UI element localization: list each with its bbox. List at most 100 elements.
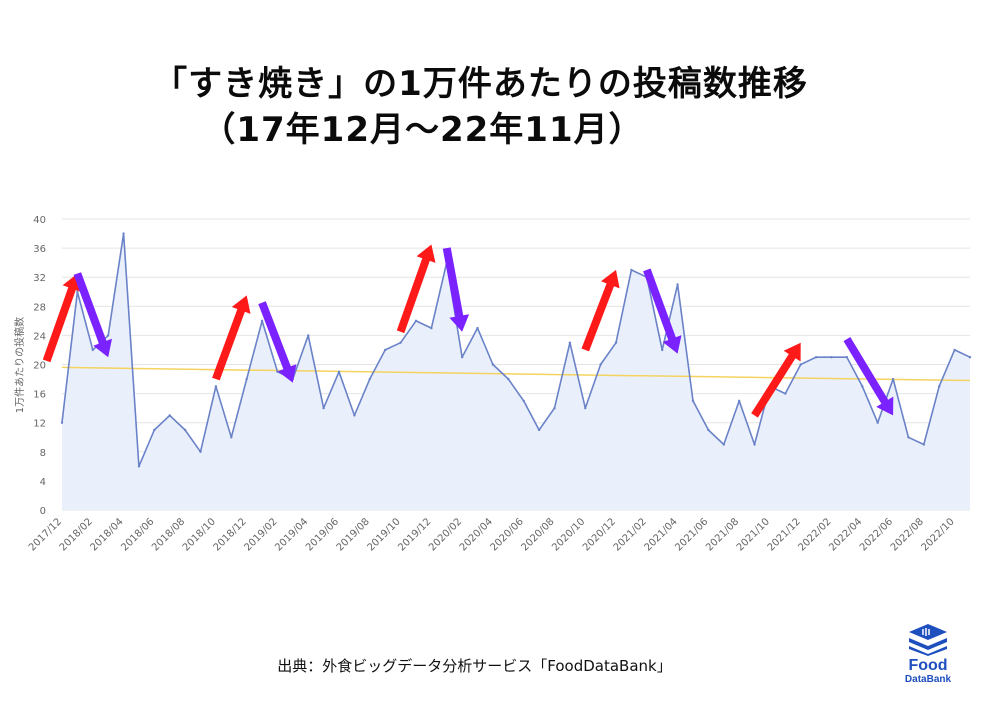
- data-point: [522, 399, 525, 403]
- data-point: [830, 356, 833, 359]
- data-point: [307, 334, 310, 337]
- data-point: [676, 283, 679, 286]
- y-tick-label: 12: [33, 419, 46, 430]
- source-text: 出典：外食ビッグデータ分析サービス「FoodDataBank」: [277, 657, 672, 675]
- data-point: [907, 436, 910, 439]
- x-tick-label: 2022/10: [920, 516, 957, 553]
- data-point: [399, 341, 402, 344]
- data-point: [276, 370, 279, 373]
- data-point: [322, 406, 325, 410]
- data-point: [199, 450, 202, 453]
- data-point: [337, 370, 341, 373]
- up-arrow: [581, 269, 620, 352]
- data-point: [599, 363, 602, 366]
- data-point: [922, 443, 926, 446]
- data-point: [553, 406, 556, 410]
- x-tick-label: 2022/04: [827, 516, 864, 553]
- data-point: [876, 421, 879, 424]
- up-arrow: [42, 273, 82, 363]
- data-point: [60, 421, 64, 424]
- y-axis-ticks: 0 4 8 12 16 20 24 28 32 36 40: [33, 215, 46, 517]
- data-point: [614, 341, 618, 344]
- data-point: [168, 414, 171, 417]
- y-tick-label: 8: [40, 448, 46, 459]
- data-point: [414, 319, 418, 323]
- data-point: [76, 290, 79, 293]
- data-point: [91, 348, 94, 352]
- food-databank-logo: Food DataBank: [888, 622, 968, 685]
- data-point: [353, 414, 356, 417]
- data-point: [737, 399, 741, 403]
- logo-sub: DataBank: [904, 674, 952, 685]
- y-tick-label: 0: [40, 506, 46, 517]
- logo-icon: [909, 624, 947, 656]
- data-point: [707, 428, 710, 432]
- data-point: [845, 356, 849, 359]
- data-point: [661, 348, 664, 352]
- x-tick-label: 2020/12: [581, 516, 618, 553]
- data-point: [630, 268, 633, 272]
- down-arrow: [258, 301, 297, 383]
- up-arrow: [396, 244, 436, 334]
- y-tick-label: 40: [33, 215, 46, 226]
- x-tick-label: 2018/10: [181, 516, 218, 553]
- data-point: [968, 356, 972, 359]
- x-axis-ticks: 2017/122018/022018/042018/062018/082018/…: [27, 516, 957, 553]
- data-point: [753, 443, 756, 446]
- annotation-arrows: [42, 244, 894, 418]
- data-point: [430, 326, 433, 330]
- data-point: [891, 377, 895, 381]
- series-line: [61, 232, 971, 468]
- data-point: [722, 443, 725, 446]
- y-tick-label: 28: [33, 302, 46, 313]
- y-tick-label: 16: [33, 390, 46, 401]
- data-point: [799, 363, 802, 366]
- chart: 0 4 8 12 16 20 24 28 32 36 40 1万件あたりの投稿数 2017/1220…: [13, 215, 972, 553]
- data-point: [861, 385, 864, 388]
- trend-line: [61, 366, 971, 382]
- y-tick-label: 24: [33, 331, 46, 342]
- y-tick-label: 32: [33, 273, 46, 284]
- x-tick-label: 2022/08: [889, 516, 926, 553]
- chart-title-line1: 「すき焼き」の1万件あたりの投稿数推移: [153, 64, 808, 104]
- data-point: [183, 428, 187, 432]
- series-area: [62, 233, 970, 510]
- y-axis-label: 1万件あたりの投稿数: [13, 317, 26, 413]
- data-point: [814, 356, 818, 359]
- data-point: [953, 348, 956, 352]
- x-tick-label: 2020/10: [550, 516, 587, 553]
- data-point: [230, 436, 233, 439]
- data-point: [584, 406, 587, 410]
- down-arrow: [643, 268, 682, 354]
- x-tick-label: 2019/02: [242, 516, 279, 553]
- up-arrow: [212, 295, 251, 381]
- data-point: [938, 385, 941, 388]
- x-tick-label: 2019/04: [273, 516, 310, 553]
- down-arrow: [73, 272, 112, 358]
- x-tick-label: 2022/02: [796, 516, 833, 553]
- data-point: [537, 428, 541, 432]
- data-point: [122, 232, 125, 235]
- data-point: [137, 465, 141, 468]
- data-point: [460, 356, 464, 359]
- data-point: [153, 428, 156, 432]
- data-point: [106, 334, 110, 337]
- logo-brand: Food: [908, 657, 948, 674]
- down-arrow: [442, 247, 470, 332]
- data-point: [245, 377, 248, 381]
- y-tick-label: 36: [33, 244, 46, 255]
- source-note: 出典：外食ビッグデータ分析サービス「FoodDataBank」: [0, 655, 985, 676]
- chart-title-line2: （17年12月～22年11月）: [201, 110, 644, 150]
- x-tick-label: 2018/12: [212, 516, 249, 553]
- data-point: [368, 377, 371, 381]
- x-tick-label: 2020/08: [519, 516, 556, 553]
- data-point: [691, 399, 695, 403]
- data-point: [476, 326, 479, 330]
- data-point: [568, 341, 572, 344]
- y-tick-label: 20: [33, 361, 46, 372]
- data-point: [260, 319, 264, 323]
- data-point: [214, 385, 218, 388]
- x-tick-label: 2022/06: [858, 516, 895, 553]
- y-tick-label: 4: [40, 477, 46, 488]
- data-point: [784, 392, 787, 395]
